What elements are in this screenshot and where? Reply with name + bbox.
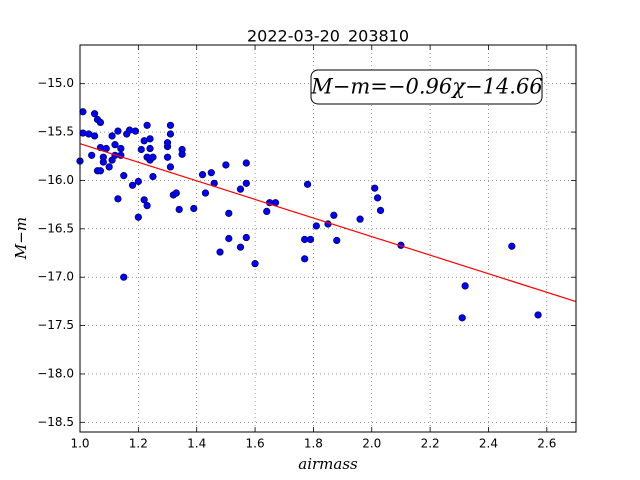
data-point: [333, 236, 341, 245]
data-point: [90, 110, 99, 118]
data-point: [90, 132, 99, 140]
data-point: [222, 161, 230, 169]
data-point: [99, 158, 107, 166]
data-point: [88, 151, 96, 159]
data-point: [149, 153, 157, 161]
y-tick-label: −18.0: [37, 366, 74, 380]
data-point: [79, 108, 87, 116]
data-point: [131, 127, 140, 135]
data-point: [117, 144, 125, 153]
data-point: [111, 141, 119, 149]
y-tick-label: −17.5: [37, 318, 74, 332]
data-point: [376, 206, 385, 215]
x-tick-label: 2.0: [362, 437, 381, 451]
data-point: [134, 177, 142, 186]
data-point: [166, 130, 175, 138]
data-point: [128, 181, 137, 189]
data-point: [236, 243, 245, 251]
y-axis-label: M−m: [12, 217, 30, 260]
data-point: [306, 235, 315, 244]
plot-frame: [79, 44, 577, 433]
fit-line: [79, 143, 577, 303]
data-point: [225, 234, 233, 243]
data-point: [242, 179, 250, 187]
chart-title: 2022-03-20_203810: [247, 27, 409, 47]
y-tick-label: −15.0: [37, 76, 74, 90]
data-point: [149, 172, 157, 181]
x-axis-label: airmass: [298, 455, 358, 473]
data-point: [198, 171, 207, 179]
data-point: [96, 118, 105, 126]
data-point: [143, 202, 151, 210]
data-point: [120, 172, 128, 180]
y-tick-label: −17.0: [37, 270, 74, 284]
data-point: [166, 163, 175, 171]
data-point: [140, 196, 148, 204]
data-point: [461, 282, 469, 290]
data-point: [216, 248, 224, 256]
data-point: [172, 189, 180, 197]
data-point: [96, 167, 105, 175]
data-point: [178, 150, 186, 158]
data-point: [236, 185, 245, 193]
data-point: [134, 213, 142, 221]
data-point: [301, 255, 309, 263]
x-tick-label: 2.4: [479, 437, 498, 451]
data-point: [207, 169, 215, 177]
data-point: [190, 204, 198, 213]
data-point: [163, 139, 172, 147]
x-tick-label: 2.6: [537, 437, 556, 451]
data-point: [458, 314, 466, 322]
data-point: [242, 159, 250, 167]
data-point: [114, 127, 122, 135]
data-point: [114, 195, 122, 203]
data-point: [374, 194, 382, 202]
x-tick-label: 1.8: [304, 437, 323, 451]
data-point: [534, 311, 542, 319]
data-point: [143, 121, 151, 129]
data-point: [225, 209, 233, 217]
annotation: M−m=−0.96χ−14.66: [310, 75, 542, 99]
annotation-box: [310, 69, 543, 105]
data-point: [79, 129, 87, 137]
data-point: [303, 180, 312, 188]
x-tick-label: 1.0: [70, 437, 89, 451]
data-point: [108, 132, 116, 140]
x-tick-label: 2.2: [421, 437, 440, 451]
data-point: [146, 144, 154, 153]
data-point: [508, 242, 516, 250]
y-tick-label: −15.5: [37, 125, 74, 139]
data-point: [371, 184, 379, 192]
data-point: [201, 189, 210, 197]
data-point: [120, 273, 128, 281]
data-point: [251, 260, 259, 268]
data-point: [166, 121, 175, 129]
data-point: [263, 207, 271, 216]
data-point: [137, 145, 145, 154]
data-point: [105, 163, 113, 171]
data-point: [175, 205, 183, 214]
x-tick-label: 1.4: [187, 437, 206, 451]
data-point: [242, 233, 250, 242]
y-tick-label: −16.5: [37, 221, 74, 235]
y-tick-label: −16.0: [37, 173, 74, 187]
data-point: [163, 153, 172, 161]
x-tick-label: 1.6: [246, 437, 265, 451]
data-point: [312, 222, 320, 230]
data-point: [330, 211, 338, 219]
data-point: [146, 135, 154, 143]
data-point: [356, 215, 364, 223]
x-tick-label: 1.2: [129, 437, 148, 451]
y-tick-label: −18.5: [37, 415, 74, 429]
data-point: [126, 126, 134, 134]
